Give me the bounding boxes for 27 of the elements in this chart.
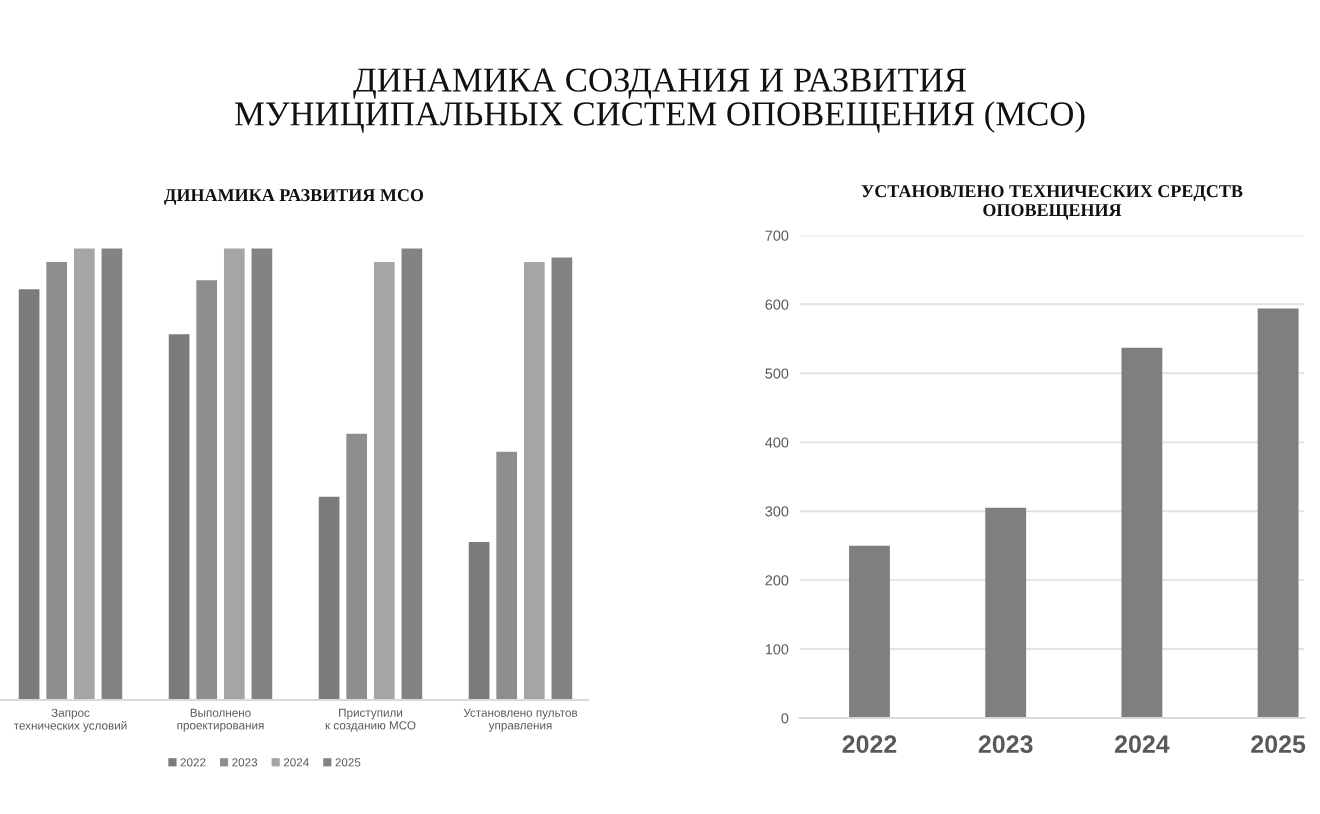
bar bbox=[523, 262, 545, 700]
chart-title: УСТАНОВЛЕНО ТЕХНИЧЕСКИХ СРЕДСТВ ОПОВЕЩЕНИЯ bbox=[861, 185, 1243, 220]
bar bbox=[496, 451, 518, 700]
chart-title: ДИНАМИКА РАЗВИТИЯ МСО bbox=[164, 189, 424, 205]
bar bbox=[1121, 347, 1163, 718]
bar bbox=[401, 248, 423, 700]
x-tick-label: 2023 bbox=[978, 735, 1033, 754]
x-tick-label: 2025 bbox=[1251, 735, 1306, 754]
bar bbox=[73, 248, 95, 700]
bar bbox=[468, 542, 490, 700]
bar bbox=[101, 248, 123, 700]
bar bbox=[1257, 308, 1299, 718]
x-tick-label: 2024 bbox=[1114, 735, 1170, 754]
text: ДИНАМИКА СОЗДАНИЯ И РАЗВИТИЯ МУНИЦИПАЛЬНЫХ СИСТЕМ ОПОВЕЩЕНИЯ (МСО) bbox=[235, 68, 1085, 133]
bar bbox=[223, 248, 245, 700]
bar bbox=[46, 262, 68, 700]
x-tick-label: 2022 bbox=[842, 735, 897, 754]
bar bbox=[18, 289, 40, 700]
bar bbox=[196, 280, 218, 700]
bar bbox=[318, 496, 340, 700]
bar bbox=[985, 507, 1027, 718]
bar bbox=[168, 334, 190, 700]
bar bbox=[373, 262, 395, 700]
bar bbox=[251, 248, 273, 700]
bar bbox=[346, 433, 368, 700]
bar bbox=[849, 545, 890, 718]
bar bbox=[551, 257, 573, 700]
